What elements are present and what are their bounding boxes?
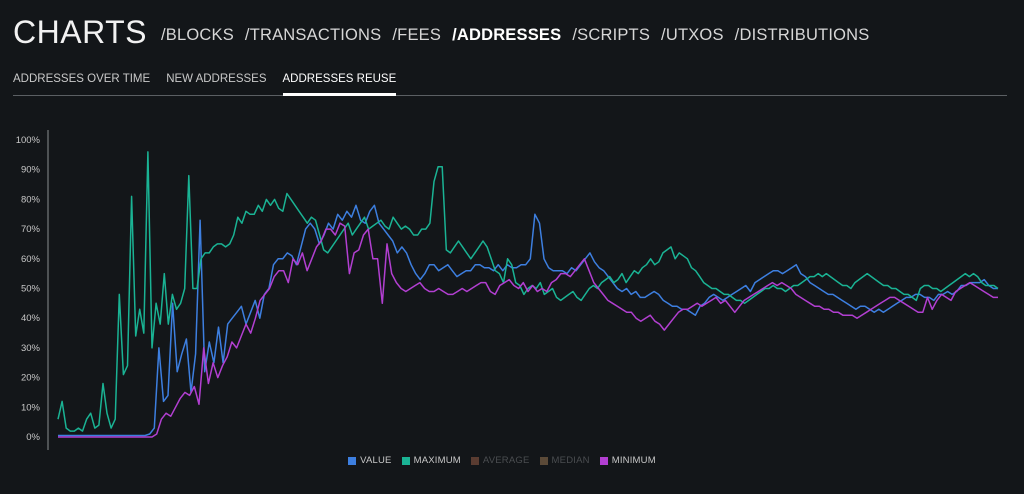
y-tick-label: 60% <box>21 254 41 265</box>
chart-legend: VALUE MAXIMUM AVERAGE MEDIAN MINIMUM <box>0 455 1004 466</box>
y-tick-label: 30% <box>21 343 41 354</box>
subtab-bar: ADDRESSES OVER TIME NEW ADDRESSES ADDRESSE… <box>13 71 1007 96</box>
legend-label: MAXIMUM <box>413 455 461 466</box>
legend-swatch <box>599 456 608 465</box>
page-title: CHARTS <box>13 14 147 50</box>
nav-fees[interactable]: /FEES <box>392 26 442 44</box>
legend-label: AVERAGE <box>482 455 530 466</box>
y-tick-label: 20% <box>21 373 41 384</box>
legend-label: VALUE <box>360 455 392 466</box>
legend-swatch <box>401 456 410 465</box>
y-tick-label: 70% <box>21 224 41 235</box>
main-nav: /BLOCKS/TRANSACTIONS/FEES/ADDRESSES/SCRI… <box>161 12 881 52</box>
nav-addresses[interactable]: /ADDRESSES <box>452 26 562 44</box>
tab-new-addresses[interactable]: NEW ADDRESSES <box>166 73 267 85</box>
y-tick-label: 0% <box>26 432 40 443</box>
nav-blocks[interactable]: /BLOCKS <box>160 26 234 44</box>
legend-swatch <box>539 456 548 465</box>
line-chart: 0% 10% 20% 30% 40% 50% 60% 70% 80% 90% 100% <box>16 130 999 450</box>
y-tick-label: 80% <box>21 194 41 205</box>
nav-utxos[interactable]: /UTXOS <box>661 26 724 44</box>
nav-transactions[interactable]: /TRANSACTIONS <box>244 26 382 44</box>
y-tick-label: 100% <box>16 135 41 146</box>
tab-addresses-reuse[interactable]: ADDRESSES REUSE <box>282 71 396 96</box>
y-tick-label: 90% <box>21 165 41 176</box>
series-line-maximum <box>57 151 999 432</box>
header: CHARTS /BLOCKS/TRANSACTIONS/FEES/ADDRESS… <box>13 8 880 52</box>
nav-scripts[interactable]: /SCRIPTS <box>572 26 651 44</box>
legend-swatch <box>348 456 357 465</box>
legend-label: MINIMUM <box>611 455 656 466</box>
legend-item-average[interactable]: AVERAGE <box>470 455 530 466</box>
legend-item-value[interactable]: VALUE <box>348 455 391 466</box>
y-tick-label: 10% <box>21 402 41 413</box>
tab-addresses-over-time[interactable]: ADDRESSES OVER TIME <box>13 73 151 85</box>
y-tick-label: 40% <box>21 313 41 324</box>
legend-item-maximum[interactable]: MAXIMUM <box>401 455 461 466</box>
legend-swatch <box>470 456 479 465</box>
legend-item-minimum[interactable]: MINIMUM <box>599 455 656 466</box>
nav-distributions[interactable]: /DISTRIBUTIONS <box>734 26 870 44</box>
series-line-value <box>58 204 998 437</box>
series-line-minimum <box>58 222 998 438</box>
y-tick-label: 50% <box>21 284 41 295</box>
legend-label: MEDIAN <box>551 455 590 466</box>
legend-item-median[interactable]: MEDIAN <box>539 455 590 466</box>
